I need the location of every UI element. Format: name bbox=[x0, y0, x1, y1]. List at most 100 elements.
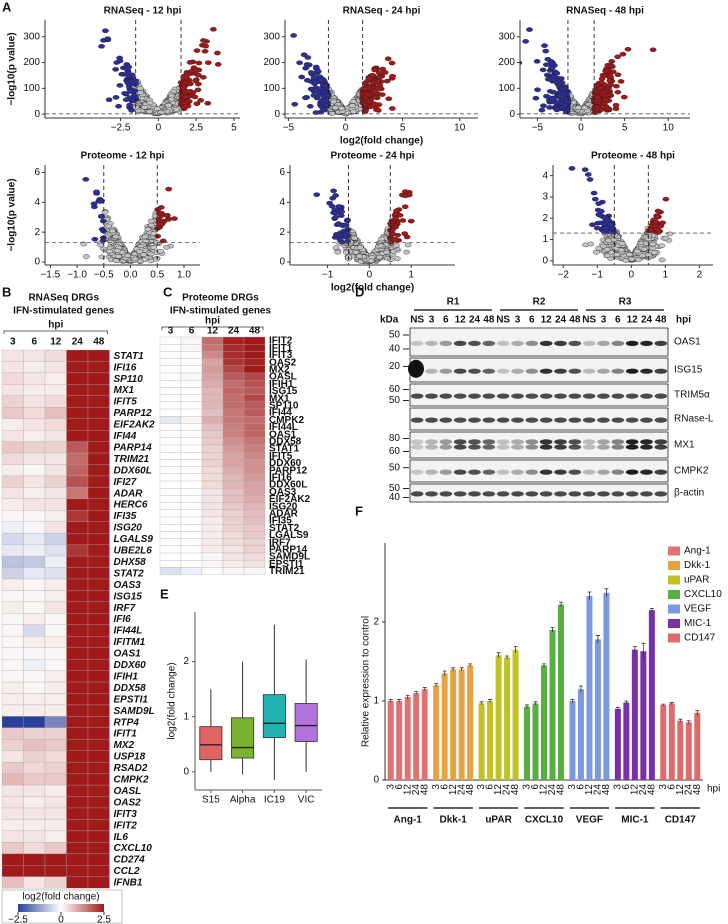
heatmap-cell bbox=[223, 567, 244, 574]
heatmap-cell bbox=[88, 854, 110, 865]
heatmap-cell bbox=[181, 409, 202, 416]
heatmap-cell bbox=[202, 481, 223, 488]
point bbox=[137, 91, 143, 95]
row-label: STAT1 bbox=[114, 351, 145, 362]
row-label: CMPK2 bbox=[114, 775, 149, 786]
point bbox=[589, 223, 595, 227]
heatmap-cell bbox=[181, 524, 202, 531]
point bbox=[112, 67, 118, 71]
row-label: IRF7 bbox=[114, 603, 136, 614]
band bbox=[526, 369, 539, 374]
point bbox=[375, 80, 381, 84]
heatmap-cell bbox=[223, 445, 244, 452]
row-label: RSAD2 bbox=[114, 763, 148, 774]
panel-label: A bbox=[2, 0, 12, 14]
bar bbox=[479, 703, 485, 780]
point bbox=[650, 242, 656, 246]
heatmap-cell bbox=[181, 481, 202, 488]
y-tick-label: 1 bbox=[373, 696, 379, 707]
heatmap-cell bbox=[24, 568, 46, 579]
replicate-label: R1 bbox=[447, 297, 460, 308]
band bbox=[597, 341, 610, 346]
point bbox=[604, 254, 610, 258]
bar bbox=[632, 650, 638, 780]
heatmap-cell bbox=[2, 465, 24, 476]
heatmap-cell bbox=[181, 366, 202, 373]
band bbox=[540, 470, 553, 475]
heatmap-cell bbox=[2, 762, 24, 773]
band bbox=[597, 369, 610, 374]
point bbox=[539, 108, 545, 112]
ladder-label: 60 bbox=[389, 384, 401, 395]
point bbox=[93, 190, 99, 194]
heatmap-cell bbox=[67, 728, 89, 739]
heatmap-cell bbox=[67, 865, 89, 876]
heatmap-cell bbox=[67, 556, 89, 567]
row-label: IFI35 bbox=[114, 511, 137, 522]
point bbox=[349, 104, 355, 108]
heatmap-cell bbox=[45, 510, 67, 521]
point bbox=[544, 73, 550, 77]
heatmap-cell bbox=[88, 568, 110, 579]
heatmap-cell bbox=[2, 682, 24, 693]
band bbox=[526, 341, 539, 346]
ladder-label: 40 bbox=[389, 492, 401, 503]
heatmap-cell bbox=[88, 476, 110, 487]
point bbox=[356, 254, 362, 258]
x-tick-label: −0.5 bbox=[94, 270, 114, 281]
legend-label: CD147 bbox=[684, 633, 716, 644]
point-cloud bbox=[314, 189, 415, 264]
point bbox=[338, 106, 344, 110]
point bbox=[613, 103, 619, 107]
point bbox=[146, 109, 152, 113]
row-label: CXCL10 bbox=[114, 843, 153, 854]
heatmap-cell bbox=[88, 361, 110, 372]
point bbox=[609, 59, 615, 63]
band bbox=[597, 418, 610, 423]
band bbox=[483, 418, 496, 423]
ladder-label: 50 bbox=[389, 395, 401, 406]
heatmap-cell bbox=[181, 553, 202, 560]
point bbox=[126, 65, 132, 69]
heatmap-cell bbox=[88, 831, 110, 842]
heatmap-cell bbox=[67, 682, 89, 693]
band bbox=[440, 444, 453, 449]
band bbox=[554, 439, 567, 444]
point bbox=[613, 84, 619, 88]
heatmap-cell bbox=[24, 613, 46, 624]
protein-label: ISG15 bbox=[674, 365, 703, 376]
heatmap-cell bbox=[88, 751, 110, 762]
heatmap-cell bbox=[223, 423, 244, 430]
point bbox=[173, 107, 179, 111]
heatmap-cell bbox=[223, 467, 244, 474]
band bbox=[554, 369, 567, 374]
point bbox=[626, 252, 632, 256]
band bbox=[497, 444, 510, 449]
band bbox=[511, 341, 524, 346]
point bbox=[604, 247, 610, 251]
point bbox=[301, 53, 307, 57]
heatmap-cell bbox=[88, 716, 110, 727]
heatmap-cell bbox=[24, 407, 46, 418]
point bbox=[334, 250, 340, 254]
x-tick-label: −2 bbox=[558, 270, 570, 281]
band bbox=[640, 418, 653, 423]
group-label: CD147 bbox=[665, 815, 697, 826]
band bbox=[612, 341, 625, 346]
heatmap-cell bbox=[24, 579, 46, 590]
heatmap-cell bbox=[67, 819, 89, 830]
point bbox=[376, 75, 382, 79]
heatmap-cell bbox=[45, 739, 67, 750]
band bbox=[640, 439, 653, 444]
heatmap-cell bbox=[202, 337, 223, 344]
y-tick-label: 300 bbox=[23, 31, 40, 42]
heatmap-cell bbox=[244, 488, 265, 495]
point bbox=[656, 229, 662, 233]
point bbox=[195, 73, 201, 77]
row-label: STAT2 bbox=[114, 568, 145, 579]
point bbox=[553, 107, 559, 111]
row-label: UBE2L6 bbox=[114, 546, 153, 557]
heatmap-cell bbox=[88, 865, 110, 876]
heatmap-cell bbox=[88, 705, 110, 716]
band bbox=[468, 470, 481, 475]
